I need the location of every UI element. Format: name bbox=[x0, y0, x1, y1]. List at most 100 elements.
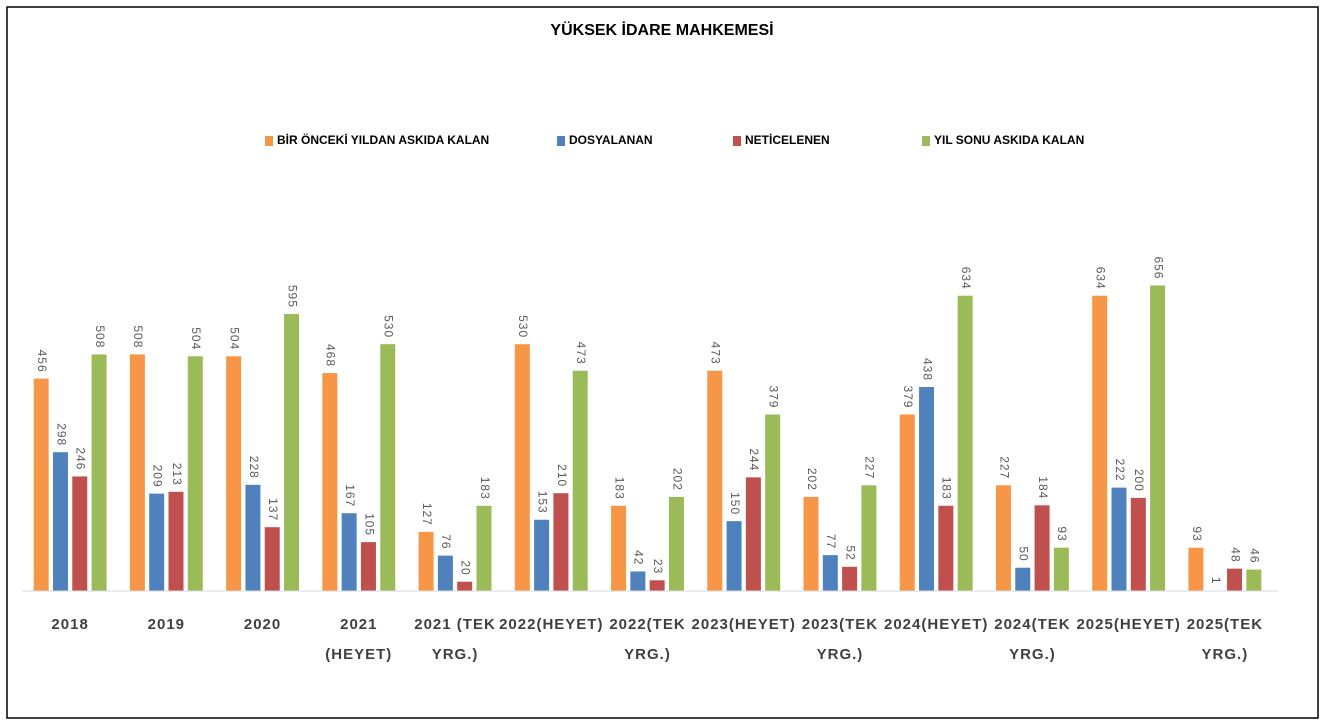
data-label: 213 bbox=[170, 463, 184, 486]
legend-label: YIL SONU ASKIDA KALAN bbox=[934, 133, 1084, 147]
bar bbox=[149, 493, 165, 591]
x-tick-label: 2025(TEK YRG.) bbox=[1186, 616, 1264, 663]
x-tick-label: 2021 (TEK YRG.) bbox=[414, 616, 496, 663]
x-tick-label: 2019 bbox=[147, 616, 186, 633]
bar bbox=[861, 485, 877, 591]
bar bbox=[1227, 568, 1243, 591]
bar bbox=[1150, 285, 1166, 591]
data-label: 105 bbox=[362, 513, 376, 536]
data-label: 20 bbox=[459, 560, 473, 575]
bar bbox=[168, 491, 184, 591]
bar bbox=[52, 452, 68, 591]
data-label: 76 bbox=[439, 534, 453, 549]
bar bbox=[245, 484, 261, 591]
bar bbox=[630, 571, 646, 591]
bar bbox=[1053, 547, 1069, 591]
data-label: 244 bbox=[747, 448, 761, 471]
bar bbox=[957, 295, 973, 591]
x-tick-label: 2022(HEYET) bbox=[499, 616, 604, 633]
bar bbox=[765, 414, 781, 591]
x-tick-label: 2025(HEYET) bbox=[1076, 616, 1181, 633]
x-tick-label: 2020 bbox=[243, 616, 282, 633]
x-tick-label: 2024(TEK YRG.) bbox=[994, 616, 1071, 663]
data-label: 150 bbox=[728, 492, 742, 515]
bar bbox=[1246, 569, 1262, 591]
data-label: 634 bbox=[1094, 267, 1108, 290]
bar bbox=[380, 344, 396, 591]
data-label: 183 bbox=[612, 477, 626, 500]
data-label: 167 bbox=[343, 484, 357, 507]
bar bbox=[476, 505, 492, 591]
x-tick-label: 2021 (HEYET) bbox=[325, 616, 393, 663]
data-label: 504 bbox=[189, 327, 203, 350]
bar bbox=[284, 313, 300, 591]
data-label: 530 bbox=[382, 315, 396, 338]
bar bbox=[899, 414, 915, 591]
bar bbox=[842, 566, 858, 591]
bar bbox=[1034, 505, 1050, 591]
bar bbox=[611, 505, 627, 591]
legend-swatch bbox=[922, 136, 930, 146]
data-label: 227 bbox=[863, 456, 877, 479]
data-label: 504 bbox=[227, 327, 241, 350]
data-label: 228 bbox=[247, 456, 261, 479]
data-label: 183 bbox=[940, 477, 954, 500]
bar bbox=[226, 356, 242, 591]
bar bbox=[418, 531, 434, 591]
legend-label: BİR ÖNCEKİ YILDAN ASKIDA KALAN bbox=[277, 132, 489, 147]
bar bbox=[938, 505, 954, 591]
data-label: 183 bbox=[478, 477, 492, 500]
data-label: 456 bbox=[35, 350, 49, 373]
data-label: 468 bbox=[324, 344, 338, 367]
data-label: 48 bbox=[1228, 547, 1242, 562]
legend-label: DOSYALANAN bbox=[569, 133, 653, 147]
data-label: 508 bbox=[131, 325, 145, 348]
bar bbox=[322, 373, 338, 591]
bar bbox=[822, 555, 838, 591]
bar bbox=[437, 555, 453, 591]
x-tick-label: 2023(HEYET) bbox=[691, 616, 796, 633]
bar bbox=[649, 580, 665, 591]
bar bbox=[187, 356, 203, 591]
data-label: 202 bbox=[805, 468, 819, 491]
data-label: 127 bbox=[420, 503, 434, 526]
data-label: 200 bbox=[1132, 469, 1146, 492]
bar bbox=[668, 496, 684, 591]
bar bbox=[72, 476, 88, 591]
bar bbox=[707, 370, 723, 591]
x-tick-label: 2018 bbox=[51, 616, 89, 633]
data-label: 46 bbox=[1248, 548, 1262, 563]
data-label: 93 bbox=[1055, 526, 1069, 541]
bar bbox=[919, 387, 935, 591]
data-label: 473 bbox=[709, 342, 723, 365]
data-label: 656 bbox=[1151, 256, 1165, 279]
legend-swatch bbox=[265, 136, 273, 146]
bar bbox=[264, 527, 280, 591]
legend-swatch bbox=[733, 136, 741, 146]
bar bbox=[91, 354, 107, 591]
bar bbox=[1015, 567, 1031, 591]
bar bbox=[1188, 547, 1204, 591]
bar bbox=[534, 519, 550, 591]
data-label: 438 bbox=[920, 358, 934, 381]
data-label: 222 bbox=[1113, 459, 1127, 482]
bar bbox=[360, 542, 376, 591]
data-label: 379 bbox=[901, 385, 915, 408]
bar bbox=[995, 485, 1011, 591]
data-label: 50 bbox=[1017, 546, 1031, 561]
x-tick-label: 2024(HEYET) bbox=[884, 616, 989, 633]
data-label: 93 bbox=[1190, 526, 1204, 541]
data-label: 77 bbox=[824, 534, 838, 549]
data-label: 379 bbox=[767, 385, 781, 408]
legend-swatch bbox=[557, 136, 565, 146]
bar bbox=[803, 496, 819, 591]
data-label: 52 bbox=[843, 545, 857, 560]
bar bbox=[457, 581, 473, 591]
data-label: 227 bbox=[997, 456, 1011, 479]
bar bbox=[553, 493, 569, 591]
chart-title: YÜKSEK İDARE MAHKEMESİ bbox=[550, 20, 773, 39]
frame bbox=[6, 6, 1319, 719]
data-label: 202 bbox=[670, 468, 684, 491]
